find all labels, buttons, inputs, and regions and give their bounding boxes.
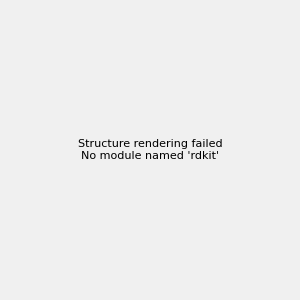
Text: Structure rendering failed
No module named 'rdkit': Structure rendering failed No module nam…	[78, 139, 222, 161]
